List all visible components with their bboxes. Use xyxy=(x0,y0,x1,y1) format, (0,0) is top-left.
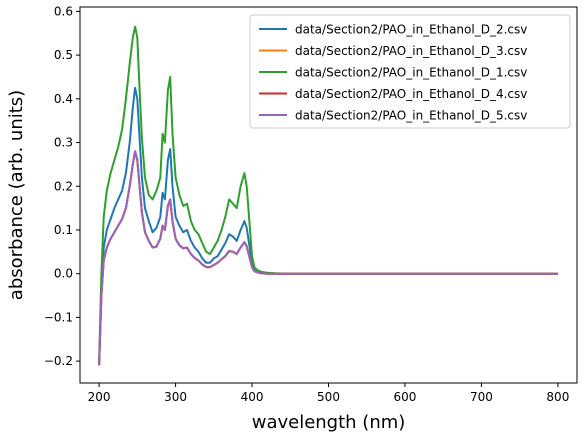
legend-label: data/Section2/PAO_in_Ethanol_D_4.csv xyxy=(295,87,527,101)
y-tick-label: 0.1 xyxy=(54,223,73,237)
series-line-5 xyxy=(98,150,558,366)
x-tick-label: 300 xyxy=(164,390,187,404)
x-tick-label: 200 xyxy=(88,390,111,404)
y-tick-label: 0.0 xyxy=(54,267,73,281)
y-tick-label: 0.4 xyxy=(54,92,73,106)
y-tick-label: 0.2 xyxy=(54,179,73,193)
legend-label: data/Section2/PAO_in_Ethanol_D_3.csv xyxy=(295,44,527,58)
y-tick-label: −0.2 xyxy=(44,354,73,368)
x-axis: 200 300 400 500 600 700 800 xyxy=(88,383,569,404)
y-tick-label: 0.3 xyxy=(54,136,73,150)
legend-label: data/Section2/PAO_in_Ethanol_D_1.csv xyxy=(295,66,527,80)
y-axis: −0.2 −0.1 0.0 0.1 0.2 0.3 0.4 0.5 0.6 xyxy=(44,4,80,368)
y-tick-label: −0.1 xyxy=(44,310,73,324)
x-tick-label: 400 xyxy=(241,390,264,404)
legend-label: data/Section2/PAO_in_Ethanol_D_5.csv xyxy=(295,109,527,123)
x-tick-label: 500 xyxy=(317,390,340,404)
y-axis-label: absorbance (arb. units) xyxy=(6,90,27,300)
x-tick-label: 800 xyxy=(546,390,569,404)
x-axis-label: wavelength (nm) xyxy=(252,412,406,433)
x-tick-label: 600 xyxy=(394,390,417,404)
y-tick-label: 0.6 xyxy=(54,4,73,18)
legend-box xyxy=(249,14,571,129)
y-tick-label: 0.5 xyxy=(54,48,73,62)
series-line-3 xyxy=(98,25,558,362)
x-tick-label: 700 xyxy=(470,390,493,404)
legend-label: data/Section2/PAO_in_Ethanol_D_2.csv xyxy=(295,23,527,37)
legend: data/Section2/PAO_in_Ethanol_D_2.csvdata… xyxy=(249,14,571,129)
series-layer xyxy=(98,25,558,366)
